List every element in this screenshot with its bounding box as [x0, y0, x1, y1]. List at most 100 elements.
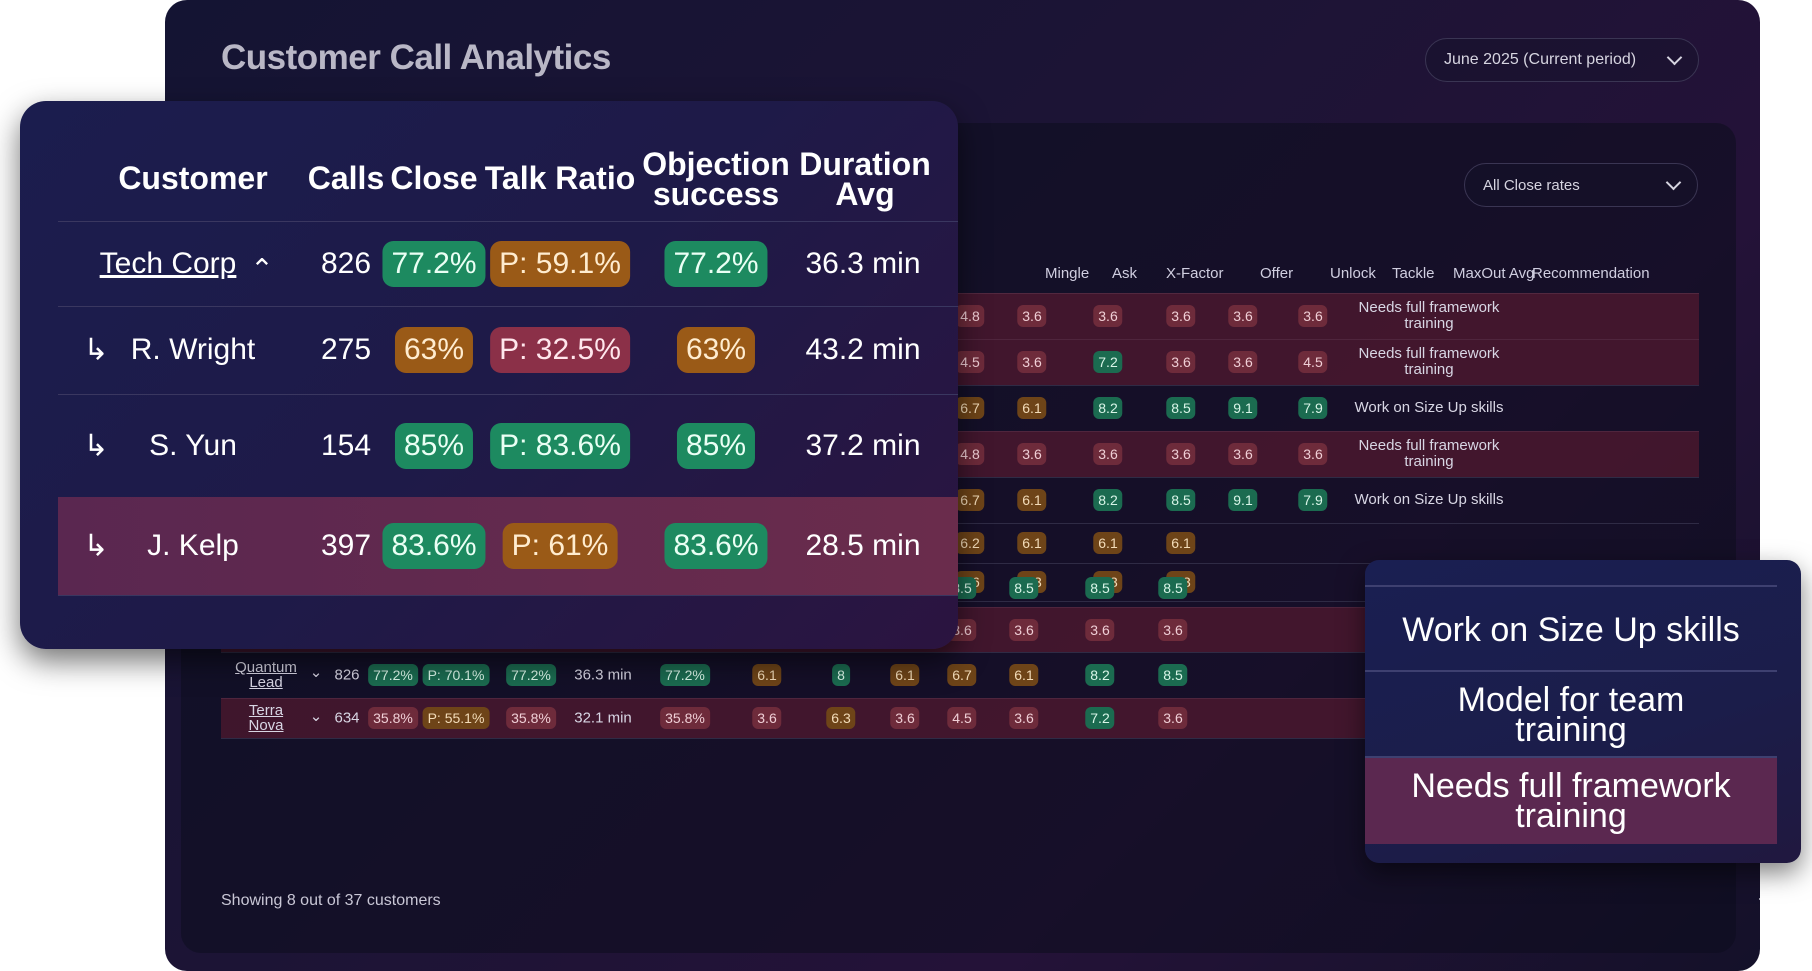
score-badge: 6.7	[955, 489, 985, 511]
duration-value: 32.1 min	[574, 709, 632, 727]
col-objection[interactable]: Objection	[642, 146, 790, 182]
calls-value: 826	[334, 666, 360, 684]
score-badge: 8.5	[1158, 576, 1188, 599]
score-badge: 3.6	[1085, 618, 1115, 641]
chevron-down-icon[interactable]: ⌄	[309, 707, 323, 725]
score-badge: 3.6	[1093, 443, 1123, 465]
score-badge: 3.6	[1298, 443, 1328, 465]
score-badge: 9.1	[1228, 489, 1258, 511]
zoom-table-row: Tech Corp ⌃ 826 77.2% P: 59.1% 77.2% 36.3 min	[58, 221, 958, 307]
col-recommendation[interactable]: Recommendation	[1532, 265, 1650, 282]
score-badge: 6.7	[955, 397, 985, 419]
recommendation-text: Needs full framework training	[1358, 437, 1500, 470]
sub-row-arrow-icon: ↳	[83, 429, 109, 462]
score-badge: 3.6	[1298, 305, 1328, 327]
calls-value: 826	[320, 246, 372, 280]
recommendation-card: Work on Size Up skills Model for team trai…	[1365, 560, 1801, 863]
score-badge: 3.6	[1166, 305, 1196, 327]
zoom-table-row: ↳ R. Wright 275 63% P: 32.5% 63% 43.2 min	[58, 306, 958, 395]
score-badge: 6.1	[1017, 532, 1047, 554]
size-up-badge: 77.2%	[660, 664, 710, 686]
col-duration[interactable]: Duration	[799, 146, 931, 182]
recommendation-item: Needs full framework training	[1365, 756, 1777, 844]
customer-name[interactable]: Quantum Lead	[235, 659, 297, 691]
close-rate-filter[interactable]: All Close rates	[1464, 163, 1698, 207]
score-badge: 3.6	[1009, 707, 1039, 729]
chevron-left-icon[interactable]	[1758, 891, 1760, 907]
score-badge: 3.6	[752, 707, 782, 729]
recommendation-text: Work on Size Up skills	[1354, 399, 1504, 416]
score-badge: 8.5	[1166, 397, 1196, 419]
col-offer[interactable]: Offer	[1260, 265, 1294, 282]
duration-value: 28.5 min	[805, 529, 921, 562]
recommendation-line: Work on Size Up skills	[1402, 610, 1740, 649]
table-row: Quantum Lead ⌄ 826 77.2% P: 70.1% 77.2% 36.3 m…	[221, 652, 1699, 699]
col-ask[interactable]: Ask	[1112, 265, 1138, 282]
score-badge: 6.1	[752, 664, 782, 686]
customer-group-name[interactable]: Tech Corp	[99, 246, 237, 280]
sub-row-arrow-icon: ↳	[83, 333, 109, 367]
objection-badge: 63%	[676, 327, 756, 373]
calls-value: 397	[320, 529, 372, 562]
objection-badge: 77.2%	[664, 240, 768, 287]
close-badge: 83.6%	[382, 523, 486, 569]
period-select[interactable]: June 2025 (Current period)	[1425, 38, 1699, 82]
col-maxout[interactable]: MaxOut Avg	[1453, 265, 1535, 282]
score-badge: 3.6	[1017, 443, 1047, 465]
zoom-table-row: ↳ S. Yun 154 85% P: 83.6% 85% 37.2 min	[58, 394, 958, 498]
score-badge: 8.2	[1093, 397, 1123, 419]
col-unlock[interactable]: Unlock	[1330, 265, 1376, 282]
recommendation-text: Work on Size Up skills	[1402, 610, 1740, 649]
chevron-down-icon	[1665, 174, 1682, 191]
table-header: Mingle Ask X-Factor Offer Unlock Tackle …	[221, 255, 1699, 294]
score-badge: 6.1	[1017, 489, 1047, 511]
col-mingle[interactable]: Mingle	[1045, 265, 1090, 282]
duration-value: 36.3 min	[574, 666, 632, 684]
col-customer[interactable]: Customer	[118, 160, 268, 196]
score-badge: 4.5	[955, 351, 985, 373]
sub-row-arrow-icon: ↳	[83, 529, 109, 563]
chevron-down-icon[interactable]: ⌄	[309, 664, 323, 682]
score-badge: 8.2	[1093, 489, 1123, 511]
score-badge: 4.8	[955, 305, 985, 327]
recommendation-line: training	[1515, 711, 1627, 749]
customer-name: J. Kelp	[147, 529, 239, 562]
close-badge: 63%	[394, 327, 474, 373]
score-badge: 3.6	[1009, 618, 1039, 641]
score-badge: 3.6	[1166, 443, 1196, 465]
score-badge: 8.2	[1085, 664, 1115, 686]
talk-ratio-badge: P: 59.1%	[490, 240, 630, 287]
customer-name: S. Yun	[149, 428, 237, 462]
talk-ratio-badge: P: 70.1%	[422, 664, 490, 686]
recommendation-text: Work on Size Up skills	[1354, 491, 1504, 508]
score-badge: 7.9	[1298, 489, 1328, 511]
score-badge: 3.6	[890, 707, 920, 729]
col-objection-2: success	[652, 176, 780, 212]
page-title: Customer Call Analytics	[221, 38, 611, 77]
talk-ratio-badge: P: 83.6%	[490, 422, 630, 469]
size-up-badge: 35.8%	[660, 707, 710, 729]
score-badge: 6.3	[826, 707, 856, 729]
period-select-label: June 2025 (Current period)	[1444, 51, 1637, 68]
customer-name[interactable]: Terra Nova	[248, 702, 284, 734]
col-calls[interactable]: Calls	[307, 160, 385, 196]
col-close[interactable]: Close	[390, 160, 478, 196]
chevron-up-icon[interactable]: ⌃	[250, 253, 274, 285]
score-badge: 7.2	[1085, 707, 1115, 729]
calls-value: 154	[320, 428, 372, 462]
score-badge: 3.6	[1017, 305, 1047, 327]
close-rate-filter-label: All Close rates	[1483, 176, 1580, 194]
calls-value: 275	[320, 333, 372, 366]
recommendation-text: Needs full framework training	[1358, 299, 1500, 332]
score-badge: 8	[832, 664, 850, 686]
score-badge: 3.6	[1093, 305, 1123, 327]
score-badge: 3.6	[1166, 351, 1196, 373]
col-talk-ratio[interactable]: Talk Ratio	[484, 160, 636, 196]
score-badge: 3.6	[1017, 351, 1047, 373]
col-xfactor[interactable]: X-Factor	[1166, 265, 1224, 282]
showing-count: Showing 8 out of 37 customers	[221, 892, 441, 909]
col-tackle[interactable]: Tackle	[1392, 265, 1435, 282]
